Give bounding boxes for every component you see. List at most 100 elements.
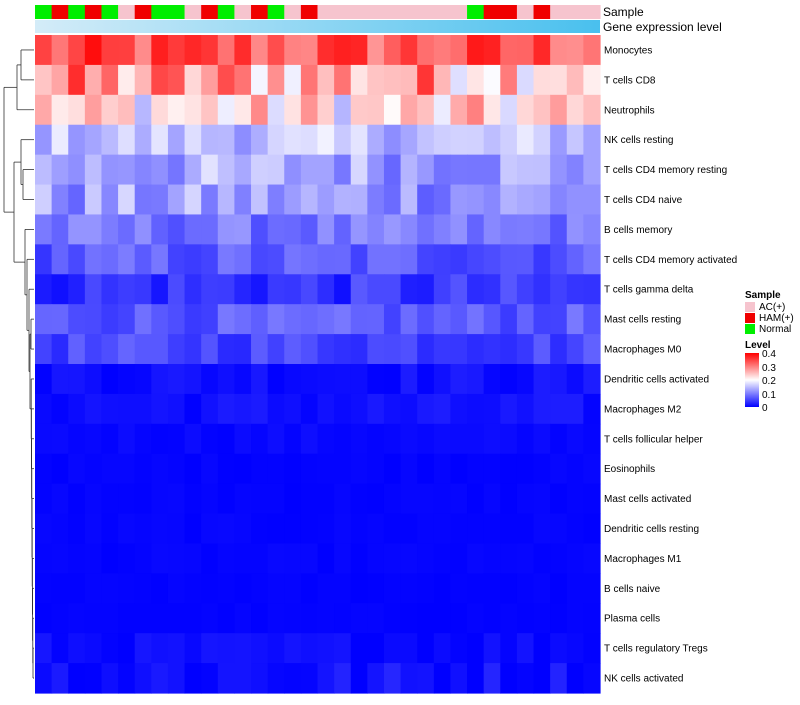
heatmap-cell <box>516 244 535 275</box>
heatmap-cell <box>550 274 568 305</box>
heatmap-cell <box>51 603 69 634</box>
heatmap-cell <box>118 154 136 186</box>
heatmap-cell <box>101 603 119 634</box>
heatmap-cell <box>450 663 468 694</box>
heatmap-cell <box>450 274 468 305</box>
heatmap-cell <box>467 304 485 335</box>
heatmap-cell <box>201 483 219 515</box>
heatmap-cell <box>317 483 335 515</box>
heatmap-cell <box>118 483 136 515</box>
heatmap-cell <box>68 274 86 305</box>
heatmap-cell <box>51 364 69 395</box>
heatmap-cell <box>433 364 452 395</box>
heatmap-cell <box>483 483 501 515</box>
heatmap-cell <box>167 244 186 275</box>
heatmap-cell <box>516 453 535 485</box>
heatmap-cell <box>84 513 103 545</box>
heatmap-cell <box>467 35 485 66</box>
heatmap-cell <box>118 214 136 245</box>
heatmap-cell <box>167 64 186 96</box>
heatmap-cell <box>566 214 584 245</box>
heatmap-cell <box>167 274 186 305</box>
level-tick-03: 0.3 <box>762 363 776 374</box>
heatmap-cell <box>533 573 551 604</box>
row-label: Neutrophils <box>604 105 655 116</box>
heatmap-cell <box>367 483 385 515</box>
heatmap-cell <box>417 393 435 425</box>
heatmap-cell <box>217 453 236 485</box>
heatmap-cell <box>234 633 252 664</box>
heatmap-cell <box>433 513 452 545</box>
heatmap-cell <box>51 663 69 694</box>
heatmap-cell <box>550 453 568 485</box>
row-label: Mast cells activated <box>604 494 691 505</box>
heatmap-cell <box>533 94 551 126</box>
heatmap-cell <box>417 35 435 66</box>
heatmap-cell <box>417 334 435 365</box>
heatmap-cell <box>383 184 402 216</box>
heatmap-cell <box>334 513 352 545</box>
heatmap-cell <box>483 663 501 694</box>
sample-annotation-cell <box>500 5 518 19</box>
heatmap-cell <box>267 334 285 365</box>
heatmap-cell <box>483 274 501 305</box>
heatmap-cell <box>566 274 584 305</box>
heatmap-cell <box>500 633 518 664</box>
heatmap-cell <box>300 334 319 365</box>
heatmap-cell <box>35 364 53 395</box>
heatmap-cell <box>350 124 368 156</box>
heatmap-cell <box>516 513 535 545</box>
heatmap-cell <box>201 663 219 694</box>
heatmap-cell <box>184 513 202 545</box>
heatmap-cell <box>516 393 535 425</box>
row-label: T cells CD4 naive <box>604 195 683 206</box>
heatmap-cell <box>400 94 418 126</box>
heatmap-cell <box>483 35 501 66</box>
heatmap-cell <box>383 483 402 515</box>
heatmap-cell <box>433 573 452 604</box>
heatmap-cell <box>217 124 236 156</box>
heatmap-cell <box>450 393 468 425</box>
heatmap-cell <box>417 64 435 96</box>
heatmap-cell <box>167 214 186 245</box>
sample-annotation-cell <box>201 5 219 19</box>
heatmap-cell <box>84 184 103 216</box>
sample-annotation-cell <box>84 5 103 19</box>
heatmap-cell <box>467 633 485 664</box>
heatmap-cell <box>400 184 418 216</box>
heatmap-cell <box>317 423 335 455</box>
heatmap-cell <box>284 423 302 455</box>
heatmap-cell <box>550 214 568 245</box>
heatmap-cell <box>300 274 319 305</box>
heatmap-cell <box>167 364 186 395</box>
sample-annotation-cell <box>566 5 584 19</box>
expression-track-label: Gene expression level <box>603 20 722 34</box>
level-legend-title: Level <box>745 340 771 351</box>
heatmap-cell <box>51 573 69 604</box>
heatmap-cell <box>433 334 452 365</box>
heatmap-cell <box>433 393 452 425</box>
heatmap-cell <box>167 483 186 515</box>
heatmap-cell <box>234 513 252 545</box>
heatmap-cell <box>51 124 69 156</box>
heatmap-cell <box>267 423 285 455</box>
heatmap-cell <box>118 364 136 395</box>
sample-annotation-cell <box>533 5 551 19</box>
heatmap-cell <box>500 124 518 156</box>
heatmap-cell <box>35 453 53 485</box>
heatmap-cell <box>101 364 119 395</box>
heatmap-cell <box>101 274 119 305</box>
heatmap-cell <box>284 603 302 634</box>
heatmap-cell <box>500 513 518 545</box>
heatmap-cell <box>566 423 584 455</box>
heatmap-cell <box>433 94 452 126</box>
heatmap-cell <box>167 543 186 574</box>
heatmap-cell <box>500 154 518 186</box>
heatmap-cell <box>566 154 584 186</box>
heatmap-cell <box>583 184 601 216</box>
heatmap-cell <box>533 663 551 694</box>
heatmap-cell <box>84 124 103 156</box>
heatmap-cell <box>533 364 551 395</box>
heatmap-cell <box>35 573 53 604</box>
